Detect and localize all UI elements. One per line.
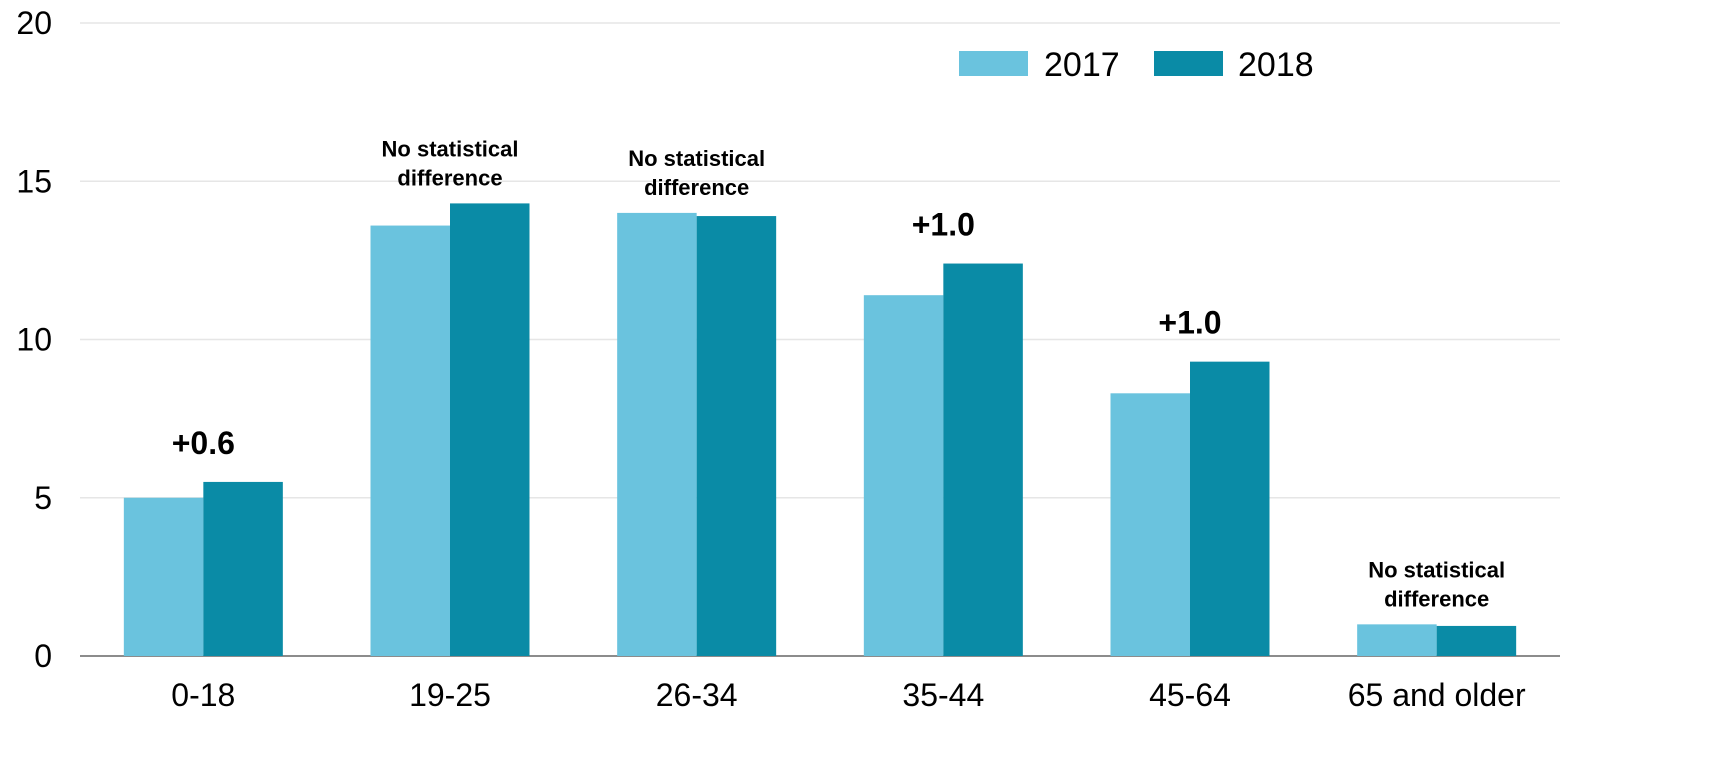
- bar-2018-0-18: [203, 481, 283, 656]
- no-difference-annotation: difference: [1384, 586, 1489, 611]
- x-tick-label: 65 and older: [1348, 677, 1526, 713]
- bar-2017-35-44: [863, 295, 944, 656]
- annotations: +0.6 No statistical difference No statistic…: [172, 136, 1505, 611]
- legend-label-2018: 2018: [1238, 46, 1314, 84]
- bar-2017-26-34: [617, 212, 697, 656]
- gridlines: [80, 22, 1560, 657]
- y-tick-label: 15: [16, 163, 52, 199]
- y-tick-label: 5: [34, 480, 52, 516]
- bar-2018-35-44: [943, 263, 1023, 656]
- x-tick-label: 0-18: [171, 677, 235, 713]
- change-annotation: +1.0: [1158, 305, 1221, 341]
- y-tick-label: 20: [16, 5, 52, 41]
- bar-2018-65-and-older: [1436, 625, 1517, 656]
- bar-2017-19-25: [370, 225, 450, 656]
- legend: 2017 2018: [959, 46, 1314, 84]
- y-axis-ticks: 0 5 10 15 20: [16, 5, 52, 674]
- bar-2017-45-64: [1110, 393, 1190, 656]
- legend-swatch-2017: [959, 51, 1028, 76]
- no-difference-annotation: No statistical: [382, 136, 519, 161]
- no-difference-annotation: No statistical: [628, 146, 765, 171]
- bar-2017-0-18: [123, 497, 204, 656]
- bar-2018-45-64: [1190, 361, 1270, 656]
- x-tick-label: 26-34: [656, 677, 738, 713]
- no-difference-annotation: difference: [644, 175, 749, 200]
- y-tick-label: 0: [34, 638, 52, 674]
- no-difference-annotation: difference: [397, 165, 502, 190]
- bar-2017-65-and-older: [1357, 624, 1437, 656]
- y-tick-label: 10: [16, 322, 52, 358]
- x-axis-labels: 0-18 19-25 26-34 35-44 45-64 65 and older: [171, 677, 1526, 713]
- bars: [123, 203, 1517, 656]
- x-tick-label: 35-44: [902, 677, 984, 713]
- legend-label-2017: 2017: [1044, 46, 1120, 84]
- x-tick-label: 19-25: [409, 677, 491, 713]
- legend-swatch-2018: [1154, 51, 1223, 76]
- bar-2018-26-34: [696, 216, 777, 656]
- bar-2018-19-25: [450, 203, 530, 656]
- change-annotation: +0.6: [172, 425, 235, 461]
- no-difference-annotation: No statistical: [1368, 557, 1505, 582]
- x-tick-label: 45-64: [1149, 677, 1231, 713]
- change-annotation: +1.0: [912, 207, 975, 243]
